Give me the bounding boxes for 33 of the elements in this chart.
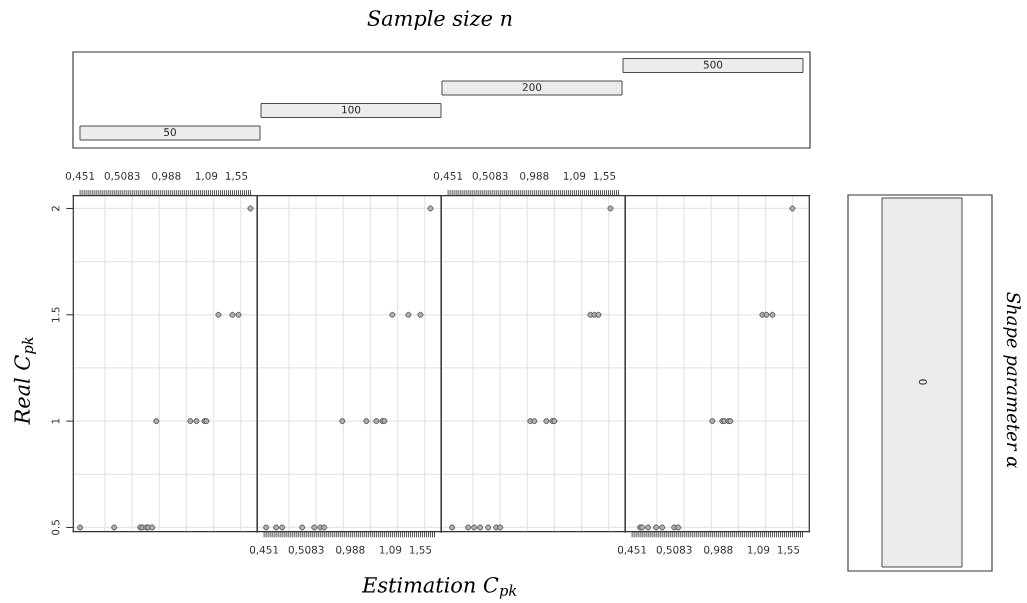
chart-title: 100 bbox=[342, 105, 361, 114]
x-tick-label: 0,451 bbox=[65, 171, 95, 181]
y-tick-label: 1.5 bbox=[51, 307, 60, 322]
y-tick-label: 0.5 bbox=[51, 520, 60, 536]
x-tick-label: 0,451 bbox=[433, 171, 463, 181]
x-tick-label: 1,09 bbox=[747, 545, 770, 555]
text: Shape parameter α bbox=[1003, 292, 1021, 469]
x-tick-label: 1,55 bbox=[778, 545, 800, 555]
x-tick-label: 0,5083 bbox=[656, 545, 692, 555]
y-tick-label: 1 bbox=[51, 418, 60, 424]
chart-title: 500 bbox=[703, 60, 723, 69]
x-tick-label: 0,5083 bbox=[104, 171, 140, 181]
x-tick-label: 0,451 bbox=[249, 545, 279, 555]
x-tick-label: 0,5083 bbox=[288, 545, 324, 555]
chart-title: 50 bbox=[164, 128, 176, 137]
y-tick-label: 2 bbox=[51, 206, 60, 212]
text: Sample size n bbox=[367, 9, 512, 31]
text: 0 bbox=[918, 379, 927, 385]
x-tick-label: 1,55 bbox=[594, 172, 616, 181]
x-tick-label: 0,5083 bbox=[472, 171, 508, 181]
x-tick-label: 0,988 bbox=[704, 545, 733, 555]
x-tick-label: 1,55 bbox=[226, 172, 248, 181]
chart-title: 200 bbox=[522, 83, 542, 92]
x-axis-title: Estimation C$_{pk}$ bbox=[361, 576, 517, 599]
x-tick-label: 0,988 bbox=[152, 171, 181, 181]
y-axis-title: Real C$_{pk}$ bbox=[13, 337, 36, 425]
x-tick-label: 0,451 bbox=[617, 545, 647, 555]
x-tick-label: 0,988 bbox=[336, 545, 365, 555]
x-tick-label: 1,09 bbox=[563, 171, 586, 181]
x-tick-label: 1,09 bbox=[379, 545, 402, 555]
x-tick-label: 0,988 bbox=[520, 171, 549, 181]
x-tick-label: 1,55 bbox=[410, 545, 432, 555]
x-tick-label: 1,09 bbox=[195, 171, 218, 181]
